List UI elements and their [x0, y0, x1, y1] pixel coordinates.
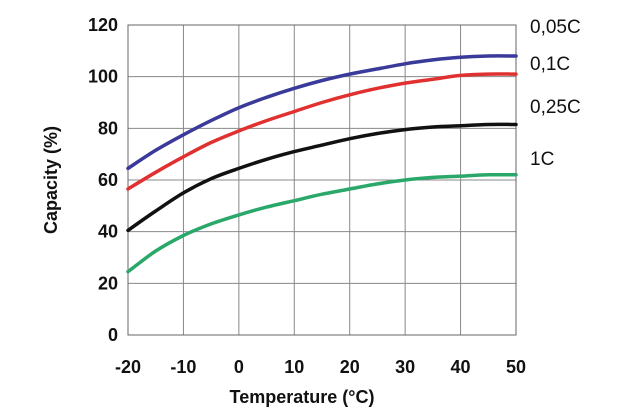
x-tick-labels: -20 -10 0 10 20 30 40 50: [115, 357, 526, 377]
x-tick-label: 0: [234, 357, 244, 377]
series-line-0: [126, 54, 518, 171]
x-tick-label: -10: [170, 357, 196, 377]
x-tick-label: 30: [395, 357, 415, 377]
y-tick-label: 60: [98, 170, 118, 190]
y-tick-label: 20: [98, 273, 118, 293]
x-tick-label: 20: [340, 357, 360, 377]
plot-frame: [127, 24, 517, 336]
series-label-2: 0,25C: [530, 97, 581, 118]
y-tick-labels: 0 20 40 60 80 100 120: [88, 15, 118, 345]
x-axis-title: Temperature (°C): [230, 387, 375, 407]
series-label-0: 0,05C: [530, 17, 581, 38]
y-tick-label: 80: [98, 118, 118, 138]
series-labels: 0,05C 0,1C 0,25C 1C: [530, 17, 581, 170]
x-tick-label: 10: [284, 357, 304, 377]
y-tick-label: 120: [88, 15, 118, 35]
y-axis-title: Capacity (%): [41, 126, 61, 234]
series-label-3: 1C: [530, 149, 554, 170]
series-line-1: [126, 72, 518, 191]
series-line-2: [126, 122, 518, 233]
y-tick-label: 40: [98, 222, 118, 242]
curves: [126, 54, 518, 274]
x-tick-label: -20: [115, 357, 141, 377]
x-tick-label: 40: [451, 357, 471, 377]
series-label-1: 0,1C: [530, 54, 570, 75]
x-tick-label: 50: [506, 357, 526, 377]
y-tick-label: 0: [108, 325, 118, 345]
y-tick-label: 100: [88, 67, 118, 87]
grid: [127, 24, 517, 336]
series-line-3: [126, 172, 518, 274]
